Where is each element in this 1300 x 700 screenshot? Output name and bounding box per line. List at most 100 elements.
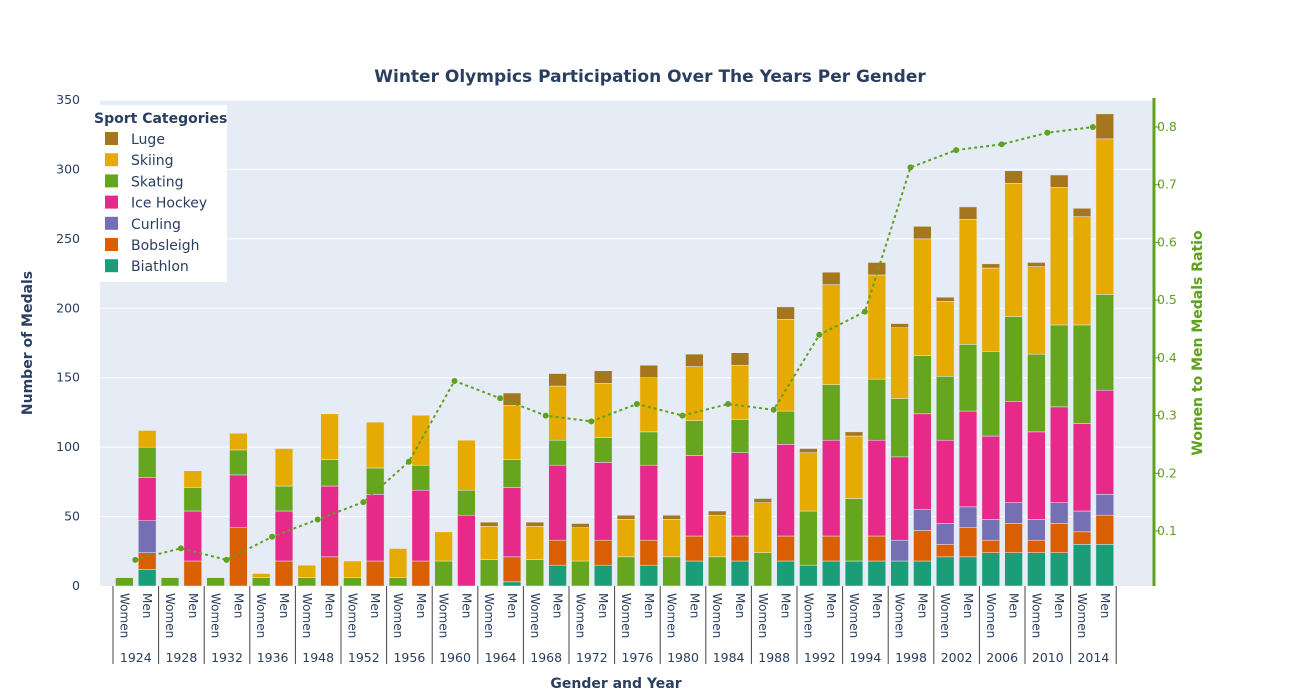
bar-biathlon	[890, 560, 909, 587]
bar-luge	[525, 521, 544, 527]
bar-biathlon	[1027, 552, 1046, 587]
bar-skiing	[525, 526, 544, 560]
ratio-point	[679, 412, 686, 419]
bar-bobsleigh	[1050, 523, 1069, 553]
bar-skiing	[753, 502, 772, 553]
bar-biathlon	[138, 569, 157, 587]
bar-luge	[799, 448, 818, 453]
bar-skiing	[297, 564, 316, 578]
bar-skating	[525, 559, 544, 587]
bar-skating	[411, 464, 430, 491]
bar-luge	[548, 373, 567, 387]
year-tick-label: 1924	[120, 650, 152, 665]
gender-tick-label: Men	[551, 593, 565, 618]
ratio-point	[907, 164, 914, 171]
gender-tick-label: Men	[459, 593, 473, 618]
legend-swatch	[105, 216, 118, 230]
bar-ice-hockey	[502, 487, 522, 558]
ratio-point	[816, 331, 823, 338]
bar-ice-hockey	[1004, 401, 1023, 503]
bar-biathlon	[867, 560, 886, 587]
gender-tick-label: Men	[414, 593, 428, 618]
bar-skiing	[890, 327, 909, 399]
bar-ice-hockey	[1027, 431, 1046, 520]
y-tick-label: 200	[56, 300, 80, 315]
bar-ice-hockey	[548, 464, 567, 541]
bar-skiing	[776, 319, 795, 412]
y-tick-label: 250	[56, 231, 80, 246]
bar-skiing	[662, 519, 681, 558]
bar-biathlon	[730, 560, 750, 587]
bar-skating	[457, 489, 476, 516]
bar-ice-hockey	[594, 462, 613, 541]
bar-skating	[1027, 353, 1046, 433]
ratio-point	[770, 406, 777, 413]
bar-skiing	[844, 435, 864, 499]
y2-tick-label: 0.4	[1157, 350, 1177, 365]
bar-skiing	[502, 405, 522, 460]
bar-bobsleigh	[1004, 523, 1023, 553]
year-tick-label: 1948	[302, 650, 334, 665]
bar-luge	[844, 431, 864, 437]
bar-skating	[799, 510, 818, 566]
bar-skiing	[1050, 187, 1069, 326]
ratio-point	[1089, 124, 1096, 130]
year-tick-label: 1936	[257, 650, 289, 665]
bar-skiing	[936, 301, 955, 377]
bar-bobsleigh	[183, 560, 202, 587]
gender-tick-label: Women	[254, 593, 268, 638]
bar-biathlon	[913, 560, 932, 587]
bar-skiing	[913, 238, 932, 356]
bar-luge	[981, 263, 1000, 269]
bar-curling	[1072, 510, 1092, 533]
bar-curling	[138, 520, 157, 553]
bar-curling	[981, 519, 1000, 541]
gender-tick-label: Women	[938, 593, 952, 638]
year-tick-label: 1998	[895, 650, 927, 665]
bar-curling	[1095, 494, 1114, 516]
bar-bobsleigh	[822, 535, 841, 562]
bar-skating	[183, 487, 202, 512]
gender-tick-label: Women	[619, 593, 633, 638]
bar-skiing	[981, 267, 1000, 352]
bar-ice-hockey	[411, 489, 430, 562]
bar-biathlon	[844, 560, 864, 587]
legend-title: Sport Categories	[94, 111, 227, 127]
gender-tick-label: Men	[140, 593, 154, 618]
bar-ice-hockey	[183, 510, 202, 562]
bar-skiing	[594, 383, 613, 438]
gender-tick-label: Men	[323, 593, 337, 618]
bar-skiing	[252, 573, 271, 578]
bar-biathlon	[822, 560, 841, 587]
bar-biathlon	[594, 564, 613, 587]
ratio-point	[497, 395, 504, 402]
bar-skating	[662, 556, 681, 587]
bar-skating	[890, 398, 909, 458]
year-tick-label: 1980	[667, 650, 699, 665]
gender-tick-label: Women	[710, 593, 724, 638]
bar-skating	[753, 552, 772, 587]
bar-skating	[138, 446, 157, 478]
year-tick-label: 1928	[165, 650, 197, 665]
bar-curling	[1050, 502, 1069, 524]
gender-tick-label: Men	[505, 593, 519, 618]
bar-skating	[252, 577, 271, 587]
year-tick-label: 2002	[941, 650, 973, 665]
bar-luge	[822, 271, 841, 285]
bar-bobsleigh	[1072, 531, 1092, 545]
bar-skating	[867, 378, 886, 441]
bar-curling	[936, 523, 955, 545]
bar-biathlon	[548, 564, 567, 587]
y2-tick-label: 0.6	[1157, 234, 1177, 249]
bar-skating	[913, 355, 932, 415]
ratio-point	[953, 147, 960, 154]
bar-skating	[685, 420, 704, 456]
bar-skiing	[708, 514, 727, 558]
bar-bobsleigh	[936, 544, 955, 558]
bar-ice-hockey	[229, 474, 248, 528]
bar-skiing	[822, 284, 841, 385]
gender-tick-label: Women	[345, 593, 359, 638]
bar-luge	[1072, 208, 1092, 217]
bar-skating	[480, 559, 499, 587]
bar-bobsleigh	[639, 539, 658, 566]
